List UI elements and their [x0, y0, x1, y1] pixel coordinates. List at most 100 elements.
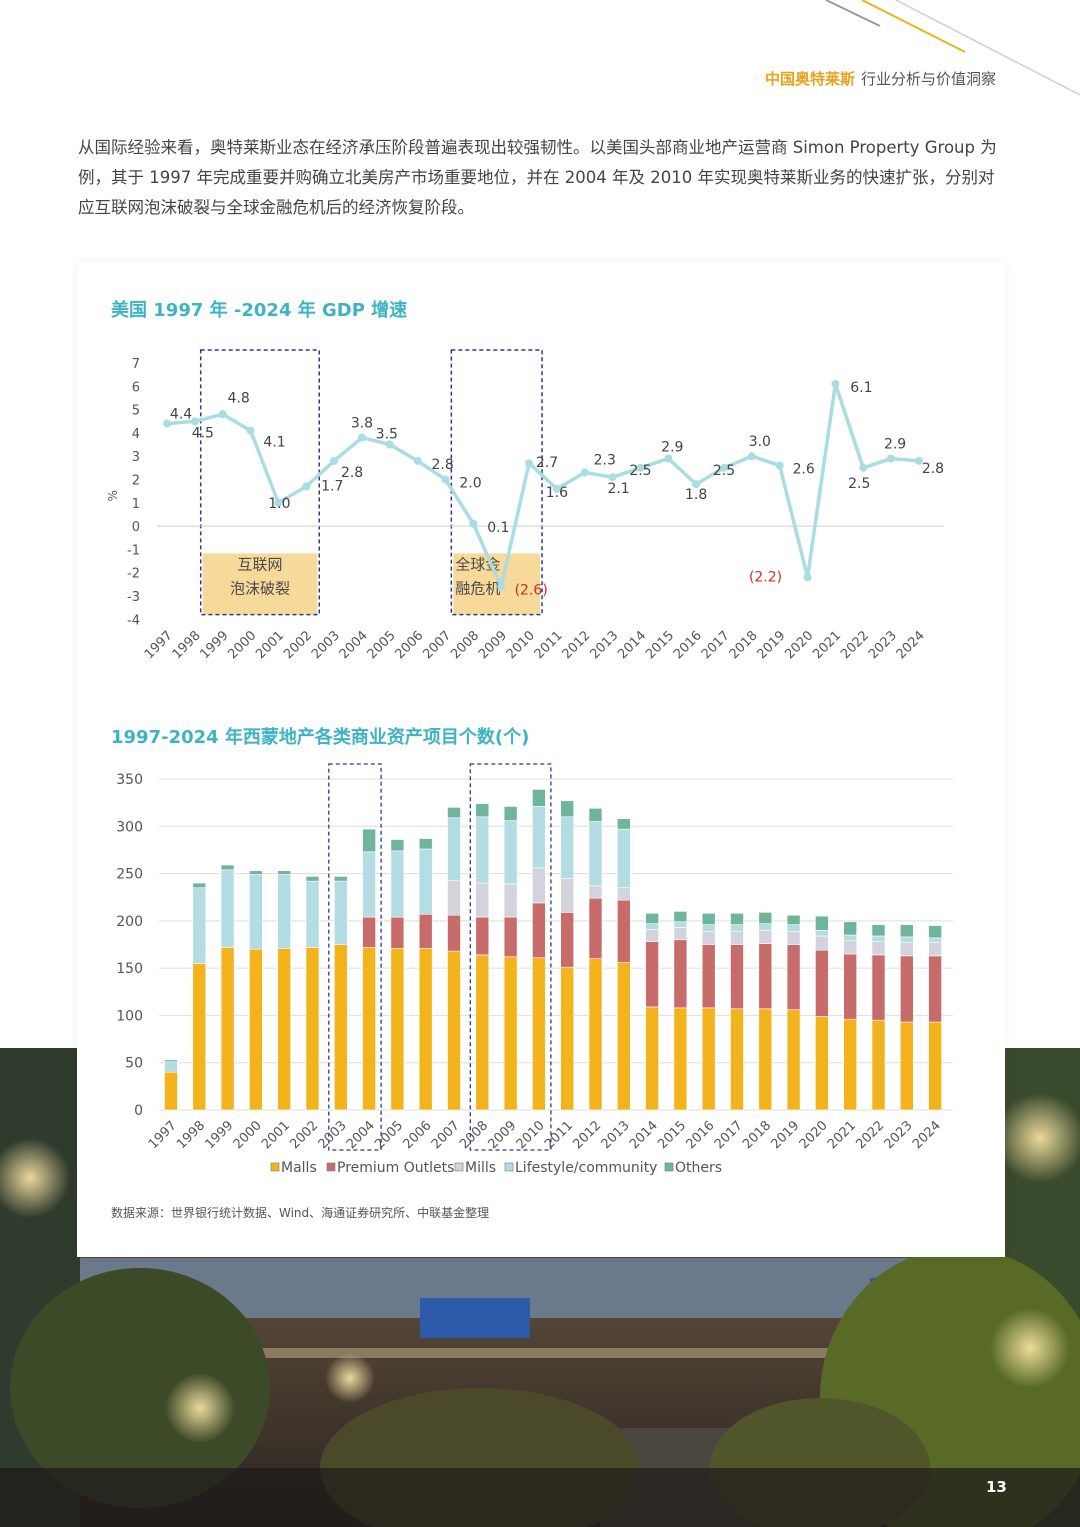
gdp-point — [163, 419, 171, 428]
bar-segment-lifestyle-community — [730, 924, 744, 932]
crisis-label: 融危机 — [455, 579, 500, 597]
bar-segment-lifestyle-community — [447, 817, 461, 881]
x-tick-label: 2015 — [643, 628, 677, 662]
y-tick-label: 0 — [134, 1103, 143, 1119]
bar-segment-malls — [899, 1021, 914, 1111]
bar-segment-mills — [815, 935, 829, 951]
bar-segment-others — [645, 912, 659, 924]
x-tick-label: 2020 — [797, 1118, 831, 1152]
gdp-line-chart: 互联网泡沫破裂全球金融危机76543210-1-2-3-4%4.44.54.84… — [106, 349, 944, 662]
x-tick-label: 2014 — [615, 628, 649, 662]
x-tick-label: 2024 — [894, 628, 928, 662]
x-tick-label: 1999 — [198, 628, 232, 662]
bar-segment-lifestyle-community — [701, 924, 716, 932]
x-tick-label: 2021 — [810, 628, 844, 662]
bar-segment-malls — [560, 966, 575, 1111]
gdp-point — [831, 379, 840, 388]
gdp-data-label: 0.1 — [487, 520, 509, 536]
x-tick-label: 2019 — [755, 628, 789, 662]
x-tick-label: 2007 — [420, 628, 454, 662]
gdp-point — [441, 475, 450, 484]
bar-segment-others — [588, 808, 603, 822]
bar-segment-malls — [249, 948, 263, 1111]
bar-segment-malls — [645, 1006, 659, 1111]
bar-segment-lifestyle-community — [758, 923, 773, 931]
bar-segment-premium-outlets — [730, 944, 744, 1010]
x-tick-label: 2002 — [281, 628, 315, 662]
bar-segment-malls — [192, 963, 207, 1111]
bar-segment-malls — [362, 947, 376, 1111]
bar-segment-premium-outlets — [871, 954, 886, 1021]
x-tick-label: 2017 — [699, 628, 733, 662]
x-tick-label: 2015 — [655, 1118, 689, 1152]
bar-segment-premium-outlets — [362, 916, 376, 948]
x-tick-label: 2003 — [316, 1118, 350, 1152]
gdp-point — [525, 459, 534, 468]
bar-segment-others — [758, 912, 773, 924]
gdp-point — [664, 454, 673, 463]
gdp-data-label: 2.8 — [432, 457, 454, 473]
bar-segment-malls — [616, 962, 631, 1111]
x-tick-label: 2004 — [337, 628, 371, 662]
bar-segment-others — [673, 911, 688, 923]
bar-segment-malls — [447, 950, 461, 1111]
legend-label: Malls — [281, 1160, 317, 1176]
bar-segment-others — [390, 839, 405, 852]
bar-segment-premium-outlets — [815, 949, 829, 1017]
x-tick-label: 2018 — [727, 628, 761, 662]
x-tick-label: 2008 — [448, 628, 482, 662]
bar-segment-premium-outlets — [786, 944, 801, 1011]
assets-chart-title: 1997-2024 年西蒙地产各类商业资产项目个数(个) — [111, 727, 530, 748]
intro-paragraph: 从国际经验来看，奥特莱斯业态在经济承压阶段普遍表现出较强韧性。以美国头部商业地产… — [78, 138, 997, 217]
bar-segment-mills — [758, 930, 773, 944]
bar-segment-mills — [475, 882, 490, 918]
bar-segment-mills — [616, 887, 631, 901]
x-tick-label: 2024 — [910, 1118, 944, 1152]
bar-segment-premium-outlets — [390, 916, 405, 949]
y-tick-label: -4 — [127, 613, 140, 628]
gdp-data-label: 2.8 — [341, 465, 363, 481]
bar-segment-lifestyle-community — [843, 934, 858, 942]
gdp-data-label: 3.0 — [749, 434, 771, 450]
gdp-data-label: 2.6 — [793, 462, 815, 478]
bar-segment-premium-outlets — [588, 897, 603, 959]
bar-segment-mills — [645, 929, 659, 942]
bar-segment-others — [560, 800, 575, 818]
bar-segment-lifestyle-community — [560, 816, 575, 879]
bar-segment-malls — [305, 947, 320, 1111]
y-tick-label: 150 — [116, 961, 143, 977]
bar-segment-lifestyle-community — [899, 936, 914, 943]
bar-segment-malls — [786, 1009, 801, 1111]
bar-segment-lifestyle-community — [305, 880, 320, 948]
x-tick-label: 2017 — [712, 1118, 746, 1152]
crisis-label: 互联网 — [237, 555, 282, 573]
bar-segment-lifestyle-community — [645, 923, 659, 930]
gdp-data-label: 4.1 — [263, 435, 285, 451]
bar-segment-others — [532, 789, 546, 807]
x-tick-label: 2001 — [253, 628, 287, 662]
header-subtitle: 行业分析与价值洞察 — [860, 70, 996, 88]
bar-segment-premium-outlets — [899, 955, 914, 1023]
x-tick-label: 2021 — [825, 1118, 859, 1152]
gdp-data-label: 4.8 — [228, 390, 250, 406]
bar-segment-lifestyle-community — [390, 850, 405, 918]
gdp-chart-title: 美国 1997 年 -2024 年 GDP 增速 — [111, 300, 408, 321]
x-tick-label: 2016 — [671, 628, 705, 662]
gdp-point — [887, 454, 896, 463]
x-tick-label: 2004 — [344, 1118, 378, 1152]
source-note: 数据来源：世界银行统计数据、Wind、海通证券研究所、中联基金整理 — [111, 1206, 490, 1220]
y-tick-label: 3 — [132, 450, 140, 465]
bar-segment-mills — [928, 942, 942, 957]
bar-segment-lifestyle-community — [249, 874, 263, 950]
x-tick-label: 2022 — [838, 628, 872, 662]
legend-label: Premium Outlets — [337, 1160, 454, 1176]
bar-segment-malls — [730, 1008, 744, 1111]
crisis-fill-box — [202, 553, 318, 615]
bar-segment-lifestyle-community — [786, 924, 801, 932]
legend-label: Others — [675, 1160, 722, 1176]
x-tick-label: 2012 — [560, 628, 594, 662]
bar-segment-premium-outlets — [447, 914, 461, 952]
x-tick-label: 2020 — [782, 628, 816, 662]
bar-segment-malls — [333, 944, 348, 1111]
bar-segment-premium-outlets — [532, 902, 546, 959]
